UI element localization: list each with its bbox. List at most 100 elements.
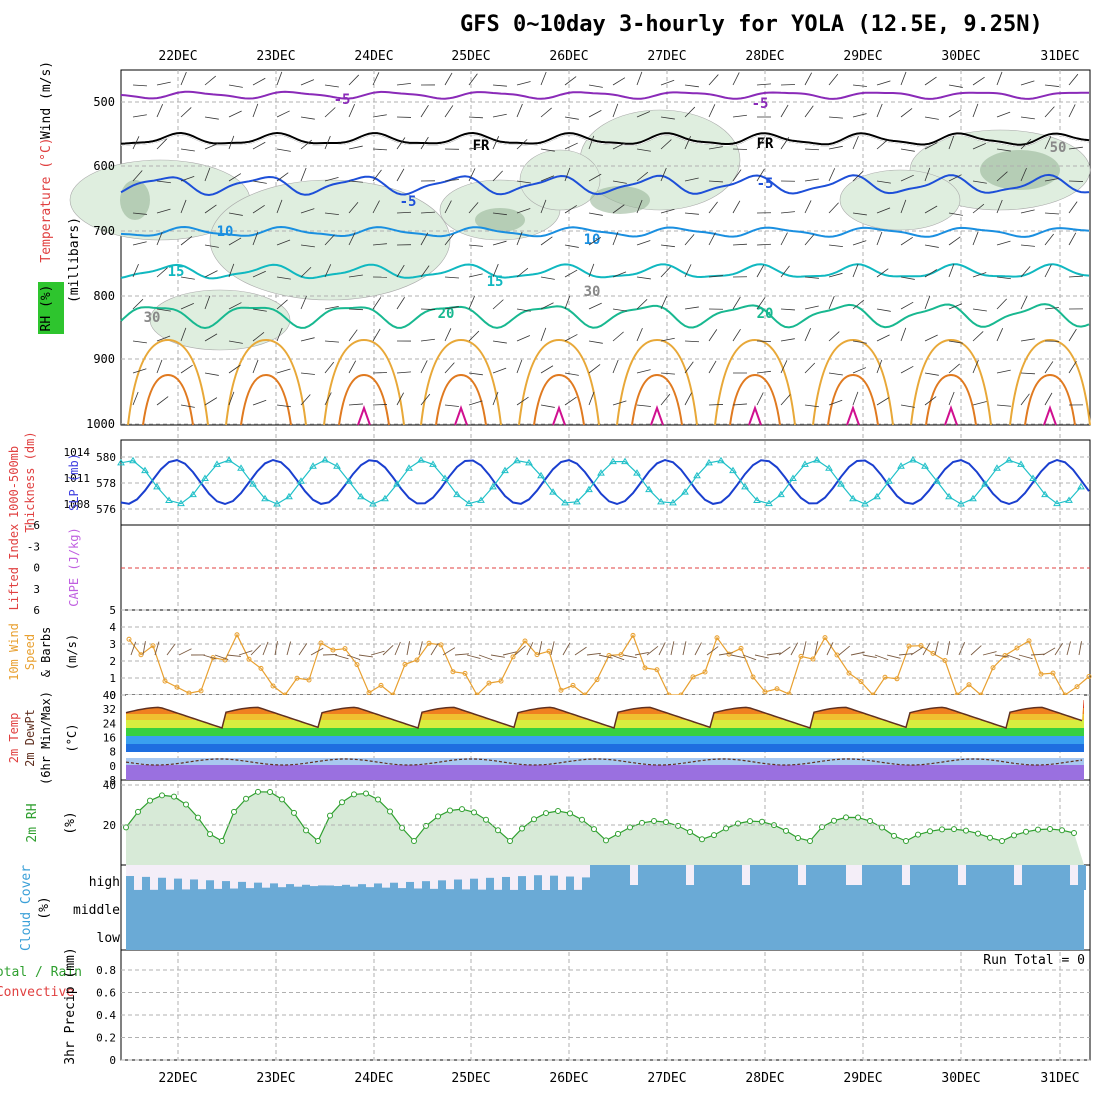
surface-wind-barb <box>850 651 865 656</box>
wind-barb <box>204 204 217 214</box>
cloud-high-gap <box>390 865 398 883</box>
cloud-high-bar <box>830 865 838 890</box>
wind-barb <box>1068 275 1083 278</box>
wind-barb <box>420 393 431 406</box>
wind-barb <box>588 212 603 216</box>
cloud-high-gap <box>222 865 230 882</box>
label-thickness: 1000-500mb <box>7 446 21 518</box>
cloud-high-bar <box>1030 865 1038 890</box>
contour-label: 15 <box>487 274 504 290</box>
cloud-high-bar <box>894 865 902 890</box>
wind-barb <box>948 109 962 118</box>
hot-core <box>552 404 566 426</box>
surface-wind-barb <box>982 651 997 656</box>
cloud-high-gap <box>198 865 206 890</box>
wind-speed-point <box>162 678 168 684</box>
wind-barb <box>660 372 675 375</box>
wind-barb <box>756 264 765 278</box>
wind-speed-point <box>174 684 180 690</box>
wind-barb <box>1044 264 1052 278</box>
wind-speed-point <box>990 665 996 671</box>
thickness-marker <box>441 474 449 481</box>
cloud-high-bar <box>1078 865 1086 890</box>
thickness-marker <box>309 462 317 469</box>
rh-point <box>711 832 717 839</box>
thickness-marker <box>1053 499 1061 507</box>
wind-speed-point <box>330 647 336 653</box>
wind-barb <box>588 135 595 150</box>
surface-wind-barb <box>490 654 505 658</box>
cloud-high-gap <box>958 865 966 885</box>
wind-barb <box>732 243 747 246</box>
wind-barb <box>348 202 359 214</box>
thickness-marker <box>285 492 293 500</box>
wind-barb <box>1020 266 1031 278</box>
wind-barb <box>708 360 717 374</box>
surface-wind-barb <box>730 654 745 659</box>
wind-barb <box>540 302 554 310</box>
wind-barb <box>492 340 507 344</box>
wind-barb <box>660 116 675 120</box>
wind-barb <box>468 116 484 119</box>
cloud-high-bar <box>822 865 830 890</box>
cloud-high-gap <box>518 865 526 877</box>
rh-point <box>219 838 225 844</box>
cloud-high-bar <box>790 865 798 890</box>
temp-band <box>126 728 1084 736</box>
wind-barb <box>180 71 187 86</box>
wind-barb <box>684 392 692 406</box>
thickness-marker <box>633 469 641 476</box>
surface-wind-barb <box>202 654 217 660</box>
wind-barb <box>372 169 382 182</box>
wind-barb <box>492 113 507 118</box>
cloud-high-bar <box>726 865 734 890</box>
wind-barb <box>780 137 790 150</box>
wind-speed-point <box>126 636 132 642</box>
hot-core <box>357 404 371 426</box>
wind-barb <box>708 232 716 246</box>
wind-barb <box>492 84 507 87</box>
wind-tick: 3 <box>109 638 116 651</box>
wind-barb <box>132 212 147 215</box>
cloud-high-bar <box>766 865 774 890</box>
rh-point <box>231 808 237 815</box>
wind-speed-point <box>738 645 744 651</box>
wind-barb <box>420 338 435 342</box>
cloud-high-gap <box>414 865 422 889</box>
rh-shade <box>839 169 961 231</box>
wind-barb <box>1044 212 1059 215</box>
panel-frame-precip <box>120 949 1091 1061</box>
wind-barb <box>996 111 1011 118</box>
wind-barb <box>876 207 891 214</box>
wind-barb <box>276 239 291 246</box>
cloud-high-gap <box>350 865 358 887</box>
thickness-marker <box>249 480 257 487</box>
wind-barb <box>468 372 483 376</box>
wind-barb <box>924 269 938 278</box>
rh-point <box>255 788 261 795</box>
cloud-high-gap <box>542 865 550 890</box>
rh-point <box>927 828 933 835</box>
wind-barb <box>180 235 193 246</box>
thickness-marker <box>141 466 149 474</box>
wind-barb <box>276 368 291 374</box>
cloud-high-bar <box>142 865 150 890</box>
rh-point <box>543 810 549 817</box>
cloud-high-bar <box>950 865 958 890</box>
wind-barb <box>876 397 890 406</box>
rh-point <box>459 806 465 813</box>
temp-tick: 16 <box>103 732 116 745</box>
cloud-high-bar <box>646 865 654 890</box>
hot-core <box>454 404 468 426</box>
cloud-high-gap <box>430 865 438 889</box>
date-label-top: 29DEC <box>843 49 882 64</box>
wind-barb <box>924 334 938 342</box>
rh-point <box>1023 828 1029 835</box>
surface-wind-barb <box>334 654 349 660</box>
cloud-high-gap <box>510 865 518 890</box>
surface-wind-barb <box>790 642 799 656</box>
thickness-marker <box>405 464 413 471</box>
wind-barb <box>300 208 315 214</box>
surface-wind-barb <box>478 654 493 661</box>
wind-barb <box>684 212 699 215</box>
